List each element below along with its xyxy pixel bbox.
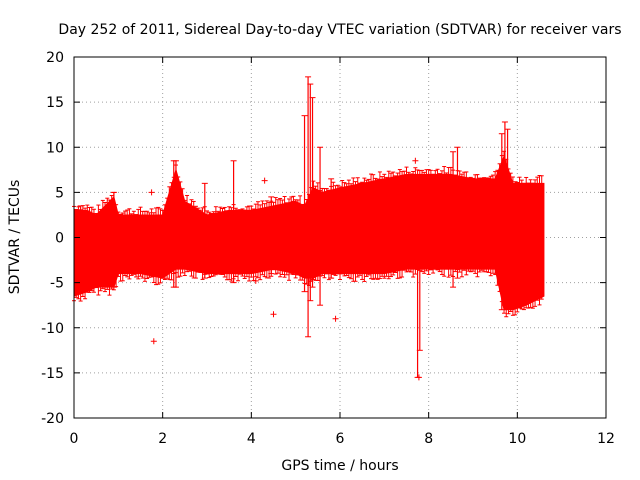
x-axis-label: GPS time / hours [281,458,398,474]
y-tick-label: -20 [41,411,64,427]
y-tick-label: -15 [41,366,64,382]
x-tick-label: 8 [424,431,433,447]
x-tick-label: 4 [247,431,256,447]
outlier-point [261,177,268,184]
y-axis-label: SDTVAR / TECUs [7,180,23,295]
outlier-point [415,374,422,381]
x-tick-label: 0 [70,431,79,447]
outlier-point [148,189,155,196]
y-tick-label: 0 [55,231,64,247]
data-series [72,76,545,381]
chart-title: Day 252 of 2011, Sidereal Day-to-day VTE… [58,22,621,38]
outlier-point [270,311,277,318]
outlier-point [252,277,259,284]
outlier-point [150,338,157,345]
y-tick-label: -5 [50,276,64,292]
y-tick-label: -10 [41,321,64,337]
x-tick-label: 10 [508,431,526,447]
outlier-point [332,315,339,322]
y-tick-label: 20 [46,50,64,66]
x-tick-label: 12 [597,431,615,447]
y-tick-label: 15 [46,95,64,111]
outlier-point [412,157,419,164]
x-tick-label: 6 [336,431,345,447]
x-tick-label: 2 [158,431,167,447]
y-tick-label: 5 [55,185,64,201]
axis-ticks: 0 2 4 6 8 10 12 -20 -15 -10 -5 0 5 10 15 20 [41,50,615,447]
y-tick-label: 10 [46,140,64,156]
